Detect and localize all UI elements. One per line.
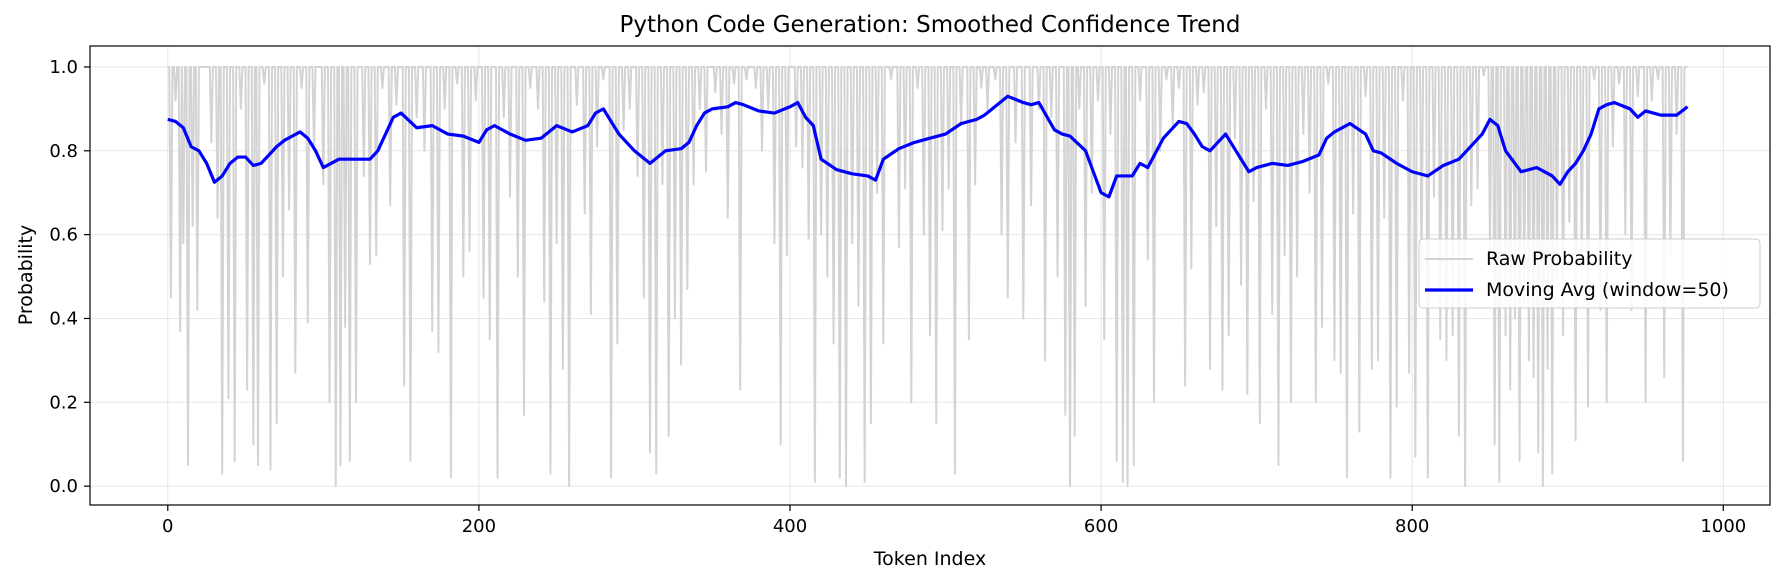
x-tick-label: 800 bbox=[1395, 516, 1429, 537]
y-tick-label: 0.4 bbox=[49, 308, 78, 329]
y-tick-label: 0.8 bbox=[49, 141, 78, 162]
series-layer bbox=[167, 65, 1689, 488]
legend-box bbox=[1418, 238, 1761, 309]
x-axis-label: Token Index bbox=[873, 548, 986, 570]
series-moving-average-line bbox=[167, 94, 1689, 199]
chart-title: Python Code Generation: Smoothed Confide… bbox=[620, 12, 1241, 38]
y-tick-label: 1.0 bbox=[49, 57, 78, 78]
y-tick-label: 0.0 bbox=[49, 476, 78, 497]
legend-label-raw-probability: Raw Probability bbox=[1486, 248, 1632, 270]
y-tick-label: 0.2 bbox=[49, 392, 78, 413]
x-tick-label: 600 bbox=[1084, 516, 1118, 537]
plot-frame bbox=[89, 45, 1771, 506]
x-tick-label: 200 bbox=[462, 516, 496, 537]
ticks-layer: 0 200 400 600 800 1000 0.0 0.2 0.4 0.6 0.8 1.0 bbox=[49, 57, 1746, 537]
x-tick-label: 400 bbox=[773, 516, 807, 537]
y-tick-label: 0.6 bbox=[49, 225, 78, 246]
series-raw-probability-line bbox=[167, 65, 1688, 488]
y-axis-label: Probability bbox=[15, 225, 37, 325]
x-tick-label: 0 bbox=[162, 516, 173, 537]
legend: Raw Probability Moving Avg (window=50) bbox=[1418, 238, 1761, 309]
x-tick-label: 1000 bbox=[1700, 516, 1746, 537]
legend-label-moving-average: Moving Avg (window=50) bbox=[1486, 279, 1729, 301]
